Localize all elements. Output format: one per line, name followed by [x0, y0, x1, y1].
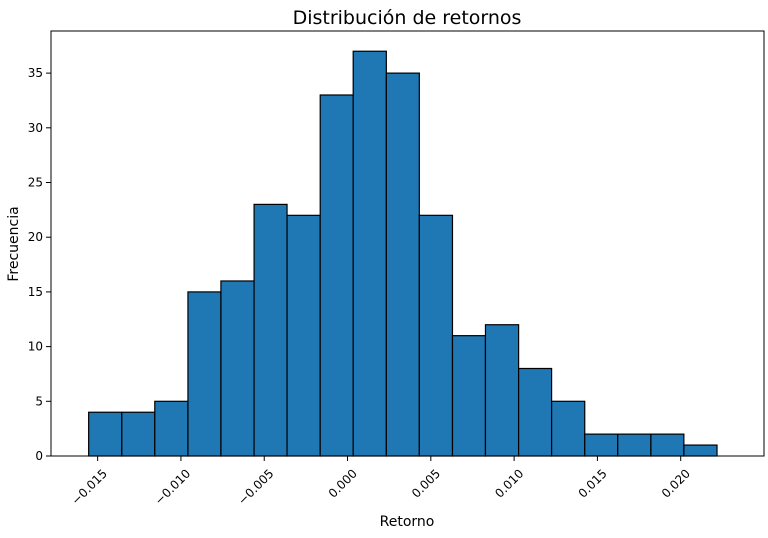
x-tick-label: −0.010 — [152, 466, 193, 507]
histogram-bar — [220, 280, 255, 457]
histogram-bar — [352, 50, 387, 457]
histogram-bar — [550, 400, 586, 457]
y-tick-label: 15 — [28, 285, 43, 299]
y-tick-label: 20 — [28, 230, 43, 244]
x-tick-label: 0.005 — [409, 466, 443, 500]
histogram-bar — [683, 444, 718, 457]
histogram-bar — [286, 214, 321, 457]
y-tick-label: 10 — [28, 340, 43, 354]
histogram-bar — [187, 291, 222, 457]
x-axis-label: Retorno — [380, 514, 435, 530]
x-tick-label: 0.010 — [492, 466, 526, 500]
chart-title: Distribución de retornos — [293, 7, 522, 29]
histogram-bar — [617, 433, 652, 457]
y-tick-label: 0 — [35, 449, 43, 463]
x-tick-label: −0.005 — [235, 466, 276, 507]
histogram-bar — [451, 335, 487, 457]
histogram-bar — [418, 214, 454, 457]
histogram-bar — [88, 411, 123, 457]
x-tick-label: 0.020 — [659, 466, 693, 500]
y-ticks-group: 0 5 10 15 20 25 30 35 — [28, 66, 51, 463]
y-tick-label: 35 — [28, 66, 43, 80]
x-ticks-group: −0.015 −0.010 −0.005 0.000 0.005 0.010 0.015 0.… — [69, 456, 693, 508]
y-axis-label: Frecuencia — [6, 206, 22, 281]
x-tick-label: −0.015 — [69, 466, 110, 507]
y-tick-label: 30 — [28, 121, 43, 135]
histogram-bar — [121, 411, 156, 457]
y-tick-label: 5 — [35, 394, 43, 408]
plot-frame — [50, 30, 765, 457]
histogram-bar — [253, 203, 288, 457]
bars-group — [88, 50, 718, 457]
histogram-bar — [319, 94, 354, 457]
histogram-bar — [518, 367, 553, 457]
x-tick-label: 0.000 — [326, 466, 360, 500]
histogram-bar — [385, 72, 420, 457]
histogram-bar — [650, 433, 685, 457]
histogram-bar — [584, 433, 619, 457]
x-tick-label: 0.015 — [576, 466, 610, 500]
histogram-bar — [154, 400, 189, 457]
histogram-bar — [484, 324, 520, 457]
y-tick-label: 25 — [28, 176, 43, 190]
